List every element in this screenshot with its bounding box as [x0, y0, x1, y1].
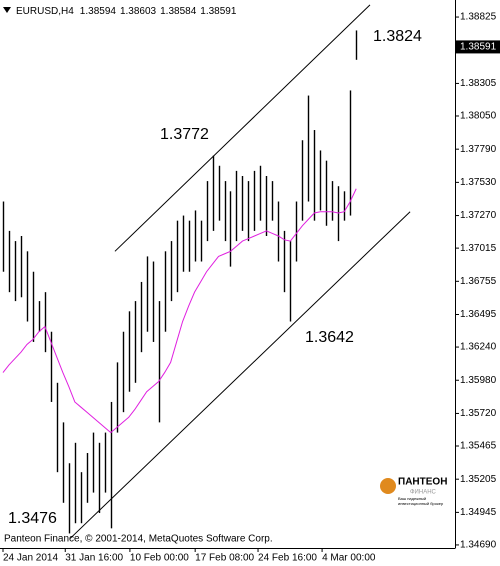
y-tick-label: 1.37530 — [460, 177, 497, 188]
trendline — [69, 211, 411, 539]
y-tick-label: 1.37270 — [460, 210, 497, 221]
logo-sub: ФИНАНС — [410, 490, 437, 496]
x-tick-label: 24 Jan 2014 — [3, 553, 58, 564]
x-tick-label: 4 Mar 00:00 — [322, 553, 376, 564]
logo: ПАНТЕОН ФИНАНС Ваш надежный инвестиционн… — [380, 477, 447, 506]
annotation: 1.3476 — [8, 510, 57, 527]
y-tick-label: 1.38305 — [460, 78, 497, 89]
quote-close: 1.38591 — [200, 6, 237, 17]
y-tick-label: 1.38825 — [460, 12, 497, 23]
y-tick-label: 1.35205 — [460, 474, 497, 485]
y-tick-label: 1.34690 — [460, 540, 497, 551]
y-tick-label: 1.35980 — [460, 375, 497, 386]
current-price-label: 1.38591 — [460, 42, 497, 53]
logo-icon — [380, 478, 396, 494]
chart-header: EURUSD,H4 1.38594 1.38603 1.38584 1.38591 — [16, 6, 237, 17]
x-tick-label: 31 Jan 16:00 — [65, 553, 123, 564]
x-tick-label: 24 Feb 16:00 — [258, 553, 317, 564]
quote-high: 1.38603 — [120, 6, 157, 17]
quote-low: 1.38584 — [160, 6, 197, 17]
y-tick-label: 1.38050 — [460, 111, 497, 122]
y-tick-label: 1.36755 — [460, 276, 497, 287]
logo-name: ПАНТЕОН — [398, 477, 447, 488]
y-tick-label: 1.37015 — [460, 243, 497, 254]
x-tick-label: 17 Feb 08:00 — [195, 553, 254, 564]
x-tick-label: 10 Feb 00:00 — [130, 553, 189, 564]
annotation: 1.3642 — [305, 329, 354, 346]
y-tick-label: 1.36495 — [460, 309, 497, 320]
y-tick-label: 1.35720 — [460, 408, 497, 419]
annotation: 1.3772 — [160, 126, 209, 143]
menu-icon[interactable] — [3, 7, 11, 13]
trendline — [114, 4, 371, 252]
logo-tagline: инвестиционный брокер — [398, 501, 444, 506]
current-price-box — [456, 40, 500, 54]
y-tick-label: 1.37790 — [460, 144, 497, 155]
moving-average — [2, 188, 357, 434]
y-tick-label: 1.36240 — [460, 342, 497, 353]
logo-tagline: Ваш надежный — [398, 496, 426, 501]
y-tick-label: 1.35465 — [460, 441, 497, 452]
annotation: 1.3824 — [373, 28, 422, 45]
quote-open: 1.38594 — [80, 6, 117, 17]
footer: Panteon Finance, © 2001-2014, MetaQuotes… — [4, 534, 273, 545]
symbol: EURUSD,H4 — [16, 6, 74, 17]
y-tick-label: 1.34945 — [460, 507, 497, 518]
